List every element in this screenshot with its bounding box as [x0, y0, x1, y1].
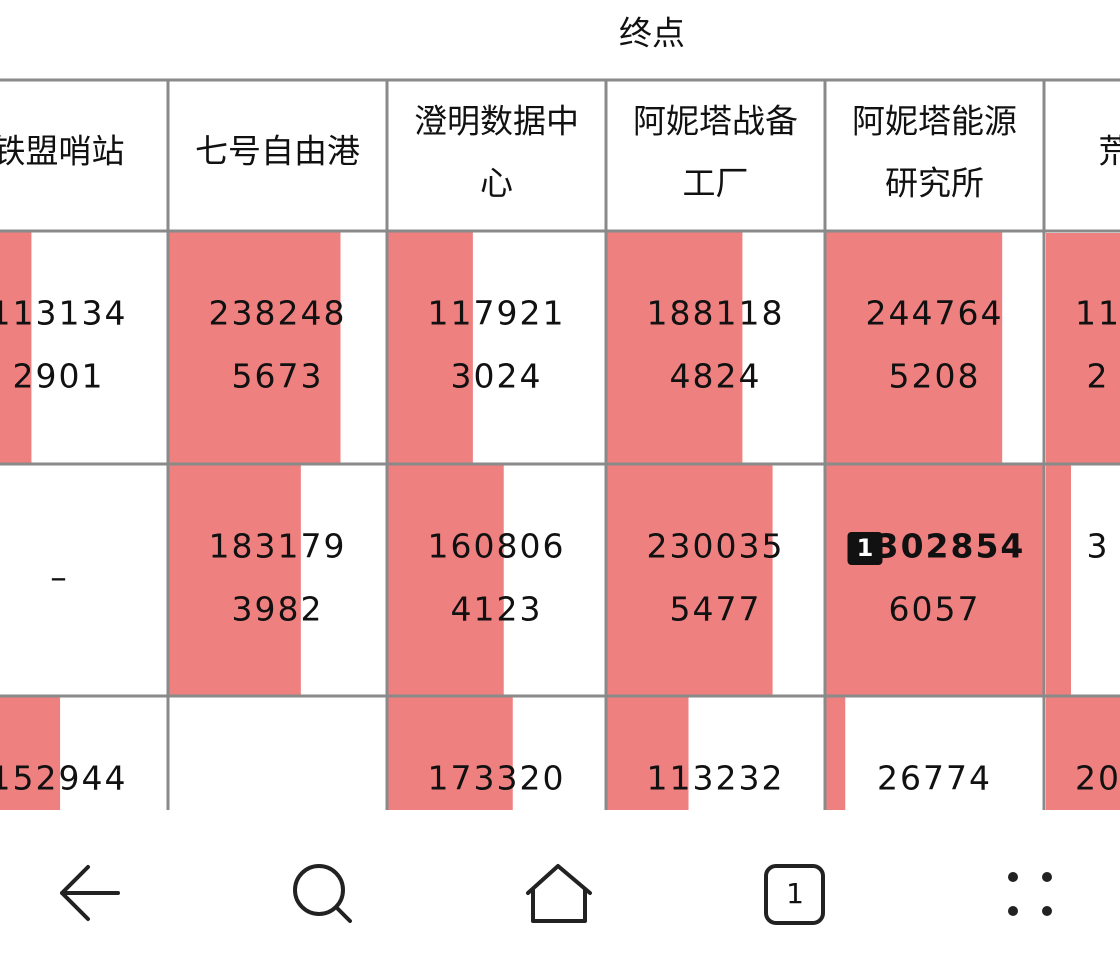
cell-empty: – [50, 558, 67, 597]
cell-bar [388, 465, 504, 696]
cell-value: 152944 [0, 759, 127, 798]
cell-sub: 5673 [232, 357, 324, 396]
column-header: 七号自由港 [195, 132, 360, 171]
search-button[interactable] [293, 864, 345, 916]
cell-bar [0, 232, 32, 463]
cell-bar [607, 232, 743, 463]
cell-value: 113134 [0, 294, 127, 333]
cell-sub: 5477 [670, 590, 762, 629]
column-header: 心 [480, 164, 513, 203]
cell-bar [826, 697, 846, 810]
cell-sub: 6057 [889, 590, 981, 629]
cell-sub: 3982 [232, 590, 324, 629]
rank-badge [847, 532, 883, 565]
column-header: 研究所 [885, 164, 984, 203]
table-title: 终点 [619, 14, 685, 53]
cell-sub: 3024 [451, 357, 543, 396]
cell-value: 230035 [647, 527, 785, 566]
nav-bar [0, 810, 1120, 953]
table: 113134 2901 238248 5673 117921 3024 188118 4824… [0, 78, 1120, 810]
partial-cell-bg [1046, 233, 1120, 463]
search-handle [335, 906, 352, 923]
cell-value: 244764 [866, 294, 1004, 333]
cell-bar [826, 465, 1044, 696]
cell-value: 11 [1075, 294, 1120, 333]
column-header: 阿妮塔能源 [852, 102, 1017, 141]
cell-value: 2 [1087, 357, 1110, 396]
column-header: 铁盟哨站 [0, 132, 125, 171]
cell-value: 117921 [428, 294, 566, 333]
cell-bar [388, 232, 473, 463]
cell-sub: 2901 [13, 357, 105, 396]
cell-bar [826, 232, 1003, 463]
menu-button[interactable] [1008, 872, 1052, 916]
cell-sub: 4824 [670, 357, 762, 396]
cell-bar [169, 232, 341, 463]
tabs-count: 1 [786, 877, 804, 910]
cell-sub: 5208 [889, 357, 981, 396]
cell-sub: 4123 [451, 590, 543, 629]
cell-value: 160806 [428, 527, 566, 566]
cell-value: 238248 [209, 294, 347, 333]
rank-label: 1 [857, 534, 874, 562]
cell-value: 26774 [877, 759, 992, 798]
column-header: 阿妮塔战备 [633, 102, 798, 141]
cell-value: 302854 [876, 527, 1026, 566]
column-header: 荒 [1099, 132, 1120, 171]
tabs-button[interactable] [764, 864, 825, 925]
cell-value: 20 [1075, 759, 1120, 798]
cell-bar [607, 465, 773, 696]
cell-bar [0, 697, 61, 810]
cell-value: 3 [1087, 527, 1110, 566]
cell-value: 113232 [647, 759, 785, 798]
cell-bar [388, 697, 513, 810]
partial-cell-bg [1046, 465, 1071, 695]
column-header: 工厂 [683, 164, 749, 203]
cell-value: 183179 [209, 527, 347, 566]
column-header: 澄明数据中 [414, 102, 579, 141]
cell-bar [607, 697, 689, 810]
partial-cell-bg [1046, 697, 1120, 810]
cell-value: 188118 [647, 294, 785, 333]
cell-bar [169, 465, 301, 696]
back-button[interactable] [60, 865, 120, 921]
cell-value: 173320 [428, 759, 566, 798]
home-button[interactable] [526, 864, 592, 923]
